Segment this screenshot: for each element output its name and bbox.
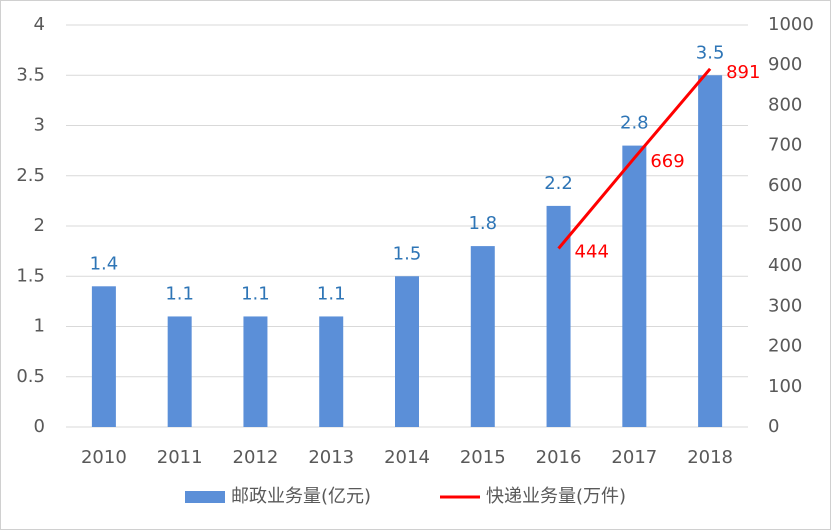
data-label: 1.1 [165,283,194,304]
y2-tick-label: 200 [768,336,802,357]
y-tick-label: 1.5 [16,265,45,286]
bar [319,316,344,427]
y2-tick-label: 400 [768,255,802,276]
y-tick-label: 3 [34,115,45,136]
bar [698,75,723,427]
bar [395,276,419,427]
y-tick-label: 4 [34,14,45,35]
data-label: 891 [726,62,760,83]
y-tick-label: 2.5 [16,165,45,186]
y2-tick-label: 800 [768,94,802,115]
bar [622,145,647,427]
x-tick-label: 2015 [460,447,506,468]
y2-tick-label: 100 [768,376,802,397]
legend-label: 邮政业务量(亿元) [231,486,371,507]
y-tick-label: 1 [34,316,45,337]
y2-tick-label: 600 [768,175,802,196]
data-label: 2.2 [544,173,573,194]
y-tick-label: 0.5 [16,366,45,387]
x-tick-label: 2011 [157,447,203,468]
x-tick-label: 2014 [384,447,430,468]
bar [470,246,495,427]
bar [546,205,571,427]
y2-tick-label: 900 [768,54,802,75]
data-label: 669 [650,151,684,172]
data-label: 1.4 [90,253,119,274]
legend-swatch [185,491,225,503]
x-tick-label: 2018 [687,447,733,468]
x-tick-label: 2017 [611,447,657,468]
data-label: 444 [575,242,609,263]
x-tick-label: 2016 [536,447,582,468]
data-label: 1.5 [393,243,422,264]
bar [243,316,268,427]
data-label: 1.1 [241,283,270,304]
y-tick-label: 2 [34,215,45,236]
data-label: 2.8 [620,113,649,134]
x-tick-label: 2010 [81,447,127,468]
data-label: 1.1 [317,283,346,304]
y2-tick-label: 500 [768,215,802,236]
bar [167,316,192,427]
y2-tick-label: 300 [768,295,802,316]
x-tick-label: 2013 [308,447,354,468]
line [557,67,712,250]
data-label: 1.8 [468,213,497,234]
bar [91,286,116,427]
data-label: 3.5 [696,42,725,63]
y-tick-label: 0 [34,416,45,437]
legend-label: 快递业务量(万件) [486,486,626,507]
y2-tick-label: 0 [768,416,779,437]
y2-tick-label: 700 [768,135,802,156]
y2-tick-label: 1000 [768,14,814,35]
y-tick-label: 3.5 [16,64,45,85]
x-tick-label: 2012 [233,447,279,468]
